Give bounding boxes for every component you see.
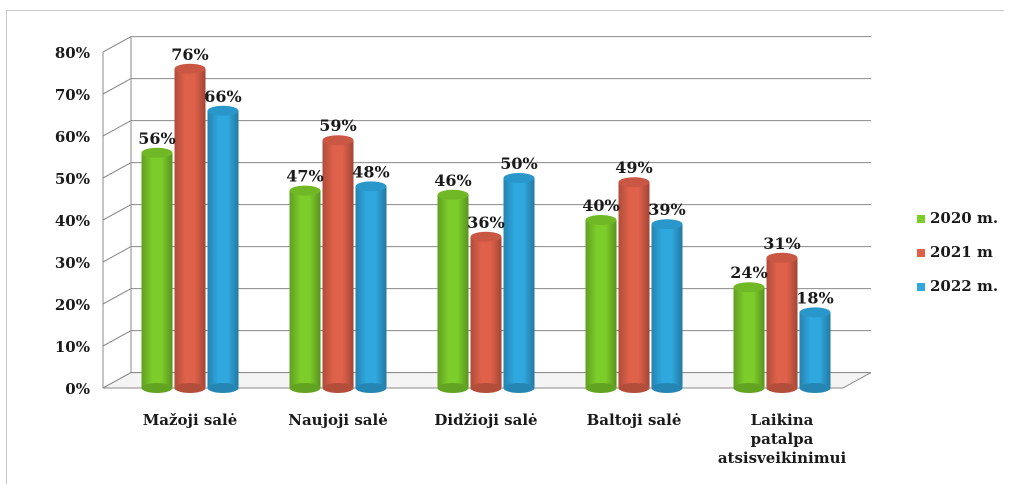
x-tick-label: patalpa bbox=[751, 430, 814, 448]
gridline-side bbox=[102, 330, 132, 347]
x-tick-label: Mažoji salė bbox=[143, 411, 238, 429]
bar-top bbox=[289, 185, 321, 196]
data-label: 18% bbox=[796, 288, 833, 307]
bar bbox=[503, 178, 535, 388]
bar-top bbox=[799, 307, 831, 318]
y-tick-label: 60% bbox=[55, 128, 90, 146]
data-label: 66% bbox=[204, 87, 241, 106]
data-label: 46% bbox=[434, 171, 471, 190]
data-label: 49% bbox=[615, 158, 652, 177]
y-tick-label: 10% bbox=[55, 338, 90, 356]
legend-entry: 2020 m. bbox=[930, 209, 998, 227]
bar bbox=[766, 257, 798, 388]
bar bbox=[733, 287, 765, 388]
bar-base bbox=[289, 383, 321, 393]
bar-base bbox=[585, 383, 617, 393]
bar-base bbox=[322, 383, 354, 393]
bar bbox=[322, 140, 354, 388]
bar-base bbox=[174, 383, 206, 393]
legend-swatch bbox=[917, 249, 925, 257]
bar bbox=[355, 186, 387, 388]
x-tick-label: atsisveikinimui bbox=[718, 449, 847, 467]
y-axis: 0% 10% 20% 30% 40% 50% 60% 70% 80% bbox=[55, 44, 90, 398]
bar bbox=[207, 110, 239, 389]
gridline-side bbox=[102, 78, 132, 95]
x-tick-label: Naujoji salė bbox=[288, 411, 388, 429]
bar-top bbox=[503, 173, 535, 183]
bar-top bbox=[585, 215, 617, 225]
y-tick-label: 80% bbox=[55, 44, 90, 62]
bar-base bbox=[207, 383, 239, 393]
bar-base bbox=[733, 383, 765, 393]
legend-entry: 2021 m bbox=[930, 243, 993, 261]
data-label: 48% bbox=[352, 162, 389, 181]
bar bbox=[437, 194, 469, 388]
bar-base bbox=[470, 383, 502, 393]
legend-entry: 2022 m. bbox=[930, 277, 998, 295]
data-label: 39% bbox=[648, 200, 685, 219]
y-tick-label: 0% bbox=[65, 380, 90, 398]
bar bbox=[470, 236, 502, 388]
bar-top bbox=[437, 189, 469, 200]
bar-top bbox=[322, 135, 354, 146]
bar-top bbox=[207, 105, 239, 116]
bar bbox=[289, 190, 321, 388]
bar-top bbox=[470, 231, 502, 242]
x-tick-label: Didžioji salė bbox=[434, 411, 537, 429]
bar bbox=[585, 220, 617, 388]
data-label: 47% bbox=[286, 167, 323, 186]
bar-top bbox=[766, 252, 798, 263]
bar-base bbox=[618, 383, 650, 393]
data-label: 40% bbox=[582, 196, 619, 215]
bar-top bbox=[651, 219, 683, 230]
bar-base bbox=[503, 383, 535, 393]
data-label: 59% bbox=[319, 116, 356, 135]
bar-top bbox=[618, 177, 650, 188]
bars bbox=[141, 63, 831, 393]
bar-top bbox=[733, 282, 765, 293]
x-tick-label: Laikina bbox=[751, 411, 814, 429]
y-tick-label: 70% bbox=[55, 86, 90, 104]
bar bbox=[618, 182, 650, 388]
bar-base bbox=[651, 383, 683, 393]
data-label: 36% bbox=[467, 213, 504, 232]
bar-base bbox=[141, 383, 173, 393]
data-label: 31% bbox=[763, 234, 800, 253]
gridline-side bbox=[102, 162, 132, 179]
x-axis: Mažoji salė Naujoji salė Didžioji salė Balt… bbox=[143, 411, 847, 467]
y-tick-label: 40% bbox=[55, 212, 90, 230]
bar bbox=[651, 224, 683, 388]
gridline-side bbox=[102, 204, 132, 221]
bar bbox=[141, 152, 173, 388]
data-label: 56% bbox=[138, 129, 175, 148]
bar bbox=[799, 312, 831, 388]
bar-top bbox=[174, 63, 206, 74]
legend-swatch bbox=[917, 215, 925, 223]
y-tick-label: 20% bbox=[55, 296, 90, 314]
data-labels: 56% 76% 66% 47% 59% 48% 46% 36% 50% 40% 49% 39% 24% 3… bbox=[138, 45, 833, 308]
bar-top bbox=[355, 181, 387, 192]
bar-base bbox=[437, 383, 469, 393]
gridline-side bbox=[102, 36, 132, 53]
data-label: 50% bbox=[500, 154, 537, 173]
data-label: 76% bbox=[171, 45, 208, 64]
bar-base bbox=[799, 383, 831, 393]
bar-base bbox=[355, 383, 387, 393]
y-tick-label: 30% bbox=[55, 254, 90, 272]
legend: 2020 m. 2021 m 2022 m. bbox=[917, 209, 998, 295]
legend-swatch bbox=[917, 283, 925, 291]
chart-frame bbox=[6, 10, 1004, 484]
x-tick-label: Baltoji salė bbox=[587, 411, 682, 429]
gridline-side bbox=[102, 288, 132, 305]
y-tick-label: 50% bbox=[55, 170, 90, 188]
bar-base bbox=[766, 383, 798, 393]
gridline-side bbox=[102, 246, 132, 263]
bar bbox=[174, 68, 206, 389]
gridline-side bbox=[102, 120, 132, 137]
data-label: 24% bbox=[730, 263, 767, 282]
bar-top bbox=[141, 147, 173, 158]
